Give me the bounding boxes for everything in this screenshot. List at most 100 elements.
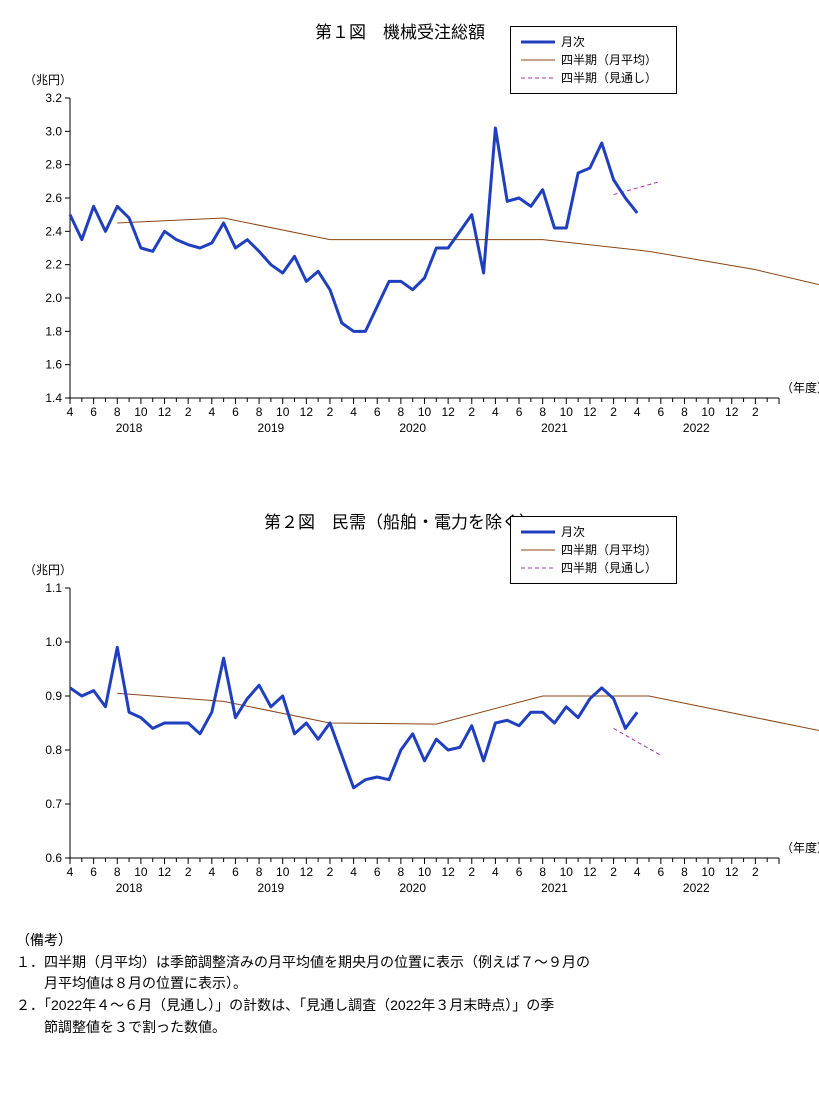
svg-text:2: 2 xyxy=(185,865,192,879)
svg-text:6: 6 xyxy=(516,405,523,419)
legend-swatch-monthly xyxy=(521,35,555,49)
svg-text:12: 12 xyxy=(158,405,172,419)
svg-text:2019: 2019 xyxy=(258,421,285,435)
svg-text:4: 4 xyxy=(492,865,499,879)
svg-text:0.6: 0.6 xyxy=(45,851,62,865)
svg-text:12: 12 xyxy=(300,865,314,879)
svg-text:4: 4 xyxy=(208,405,215,419)
chart1-block: 第１図 機械受注総額 月次 四半期（月平均） 四半期（見通し） xyxy=(0,18,819,448)
svg-text:（兆円）: （兆円） xyxy=(24,563,72,577)
page: 第１図 機械受注総額 月次 四半期（月平均） 四半期（見通し） xyxy=(0,0,819,1099)
legend-label-monthly: 月次 xyxy=(561,33,585,51)
svg-text:8: 8 xyxy=(256,865,263,879)
svg-text:2: 2 xyxy=(610,865,617,879)
svg-text:2.2: 2.2 xyxy=(45,258,62,272)
svg-text:10: 10 xyxy=(418,865,432,879)
notes-line: 月平均値は８月の位置に表示）。 xyxy=(16,973,786,995)
svg-text:2.0: 2.0 xyxy=(45,291,62,305)
svg-text:4: 4 xyxy=(350,865,357,879)
svg-text:10: 10 xyxy=(418,405,432,419)
svg-text:4: 4 xyxy=(350,405,357,419)
svg-text:2: 2 xyxy=(327,865,334,879)
notes-line: 節調整値を３で割った数値。 xyxy=(16,1017,786,1039)
svg-text:4: 4 xyxy=(634,405,641,419)
svg-text:6: 6 xyxy=(516,865,523,879)
svg-text:2: 2 xyxy=(327,405,334,419)
svg-text:8: 8 xyxy=(256,405,263,419)
svg-text:10: 10 xyxy=(560,865,574,879)
svg-text:2022: 2022 xyxy=(683,421,710,435)
svg-text:4: 4 xyxy=(67,865,74,879)
notes-line: １．四半期（月平均）は季節調整済みの月平均値を期央月の位置に表示（例えば７～９月… xyxy=(16,952,786,974)
svg-text:2022: 2022 xyxy=(683,881,710,895)
svg-text:2018: 2018 xyxy=(116,421,143,435)
svg-text:12: 12 xyxy=(583,865,597,879)
chart2-svg: （兆円）（年度）0.60.70.80.91.01.146810122468101… xyxy=(0,548,819,918)
legend-row-monthly-2: 月次 xyxy=(521,523,666,541)
svg-text:8: 8 xyxy=(114,865,121,879)
chart2-block: 第２図 民需（船舶・電力を除く） 月次 四半期（月平均） 四半期（見通し） xyxy=(0,508,819,908)
svg-text:12: 12 xyxy=(583,405,597,419)
svg-text:2: 2 xyxy=(610,405,617,419)
svg-text:6: 6 xyxy=(232,865,239,879)
svg-text:10: 10 xyxy=(276,865,290,879)
svg-text:2018: 2018 xyxy=(116,881,143,895)
svg-text:8: 8 xyxy=(398,865,405,879)
svg-text:12: 12 xyxy=(300,405,314,419)
svg-text:10: 10 xyxy=(701,865,715,879)
svg-text:8: 8 xyxy=(681,405,688,419)
svg-text:1.6: 1.6 xyxy=(45,358,62,372)
svg-text:（年度）: （年度） xyxy=(781,840,819,855)
notes-block: （備考） １．四半期（月平均）は季節調整済みの月平均値を期央月の位置に表示（例え… xyxy=(16,930,786,1038)
svg-text:1.8: 1.8 xyxy=(45,324,62,338)
svg-text:2: 2 xyxy=(185,405,192,419)
svg-text:（兆円）: （兆円） xyxy=(24,73,72,87)
svg-text:4: 4 xyxy=(634,865,641,879)
svg-text:8: 8 xyxy=(681,865,688,879)
svg-text:6: 6 xyxy=(90,405,97,419)
svg-text:2019: 2019 xyxy=(258,881,285,895)
svg-text:2021: 2021 xyxy=(541,881,568,895)
svg-text:2: 2 xyxy=(468,865,475,879)
svg-text:2020: 2020 xyxy=(399,421,426,435)
svg-text:4: 4 xyxy=(492,405,499,419)
legend-row-monthly: 月次 xyxy=(521,33,666,51)
svg-text:0.8: 0.8 xyxy=(45,743,62,757)
svg-text:6: 6 xyxy=(657,865,664,879)
svg-text:10: 10 xyxy=(134,865,148,879)
svg-text:10: 10 xyxy=(701,405,715,419)
svg-text:1.0: 1.0 xyxy=(45,635,62,649)
chart1-svg: （兆円）（年度）1.41.61.82.02.22.42.62.83.03.246… xyxy=(0,58,819,458)
svg-text:0.9: 0.9 xyxy=(45,689,62,703)
svg-text:4: 4 xyxy=(67,405,74,419)
svg-text:3.0: 3.0 xyxy=(45,124,62,138)
svg-text:2.8: 2.8 xyxy=(45,158,62,172)
svg-text:10: 10 xyxy=(560,405,574,419)
svg-text:12: 12 xyxy=(441,865,455,879)
svg-text:12: 12 xyxy=(725,865,739,879)
svg-text:12: 12 xyxy=(441,405,455,419)
svg-text:8: 8 xyxy=(539,405,546,419)
svg-text:8: 8 xyxy=(114,405,121,419)
svg-text:0.7: 0.7 xyxy=(45,797,62,811)
svg-text:6: 6 xyxy=(657,405,664,419)
svg-text:6: 6 xyxy=(232,405,239,419)
notes-line: ２．「2022年４～６月（見通し）」の計数は、「見通し調査（2022年３月末時点… xyxy=(16,995,786,1017)
svg-text:6: 6 xyxy=(90,865,97,879)
svg-text:12: 12 xyxy=(158,865,172,879)
svg-text:12: 12 xyxy=(725,405,739,419)
svg-text:2: 2 xyxy=(468,405,475,419)
svg-text:6: 6 xyxy=(374,865,381,879)
svg-text:2.4: 2.4 xyxy=(45,224,62,238)
svg-text:10: 10 xyxy=(276,405,290,419)
svg-text:4: 4 xyxy=(208,865,215,879)
svg-text:6: 6 xyxy=(374,405,381,419)
svg-text:2: 2 xyxy=(752,405,759,419)
notes-header: （備考） xyxy=(16,930,786,952)
svg-text:8: 8 xyxy=(398,405,405,419)
legend-swatch-monthly-2 xyxy=(521,525,555,539)
svg-text:2020: 2020 xyxy=(399,881,426,895)
svg-text:（年度）: （年度） xyxy=(781,380,819,395)
svg-text:3.2: 3.2 xyxy=(45,91,62,105)
svg-text:10: 10 xyxy=(134,405,148,419)
